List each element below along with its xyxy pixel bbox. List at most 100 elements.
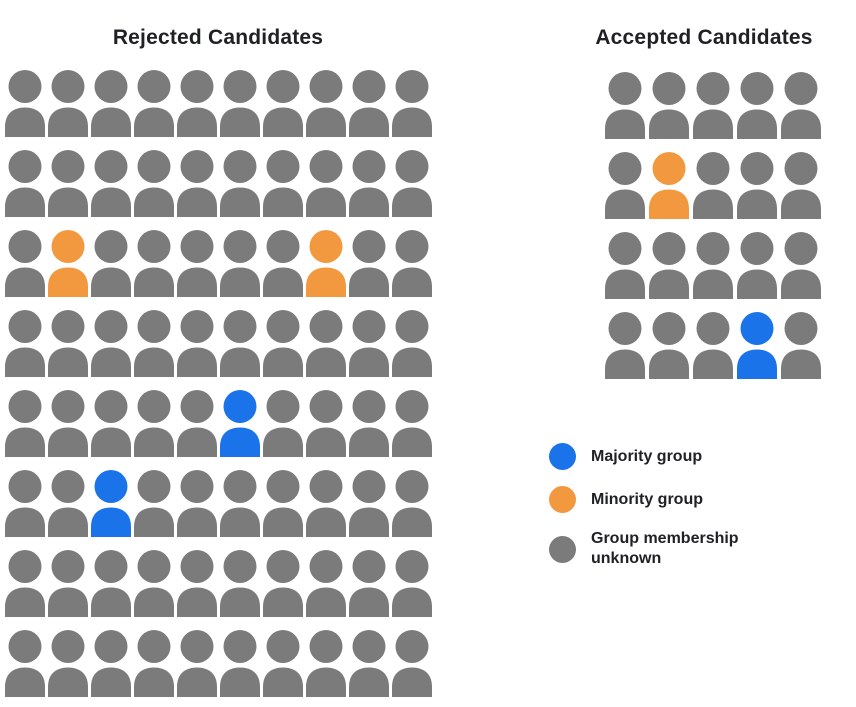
person-icon-unknown (392, 630, 432, 697)
person-icon-unknown (306, 70, 346, 137)
person-icon-unknown (177, 550, 217, 617)
person-icon-unknown (5, 230, 45, 297)
person-icon-unknown (5, 70, 45, 137)
person-icon-unknown (605, 232, 645, 299)
person-icon-unknown (649, 232, 689, 299)
person-icon-unknown (134, 550, 174, 617)
person-icon-unknown (605, 152, 645, 219)
person-icon-unknown (48, 470, 88, 537)
person-icon-unknown (220, 310, 260, 377)
person-icon-unknown (605, 72, 645, 139)
person-icon-unknown (392, 470, 432, 537)
person-icon-unknown (649, 72, 689, 139)
person-icon-unknown (263, 70, 303, 137)
person-icon-unknown (48, 630, 88, 697)
person-icon-unknown (48, 150, 88, 217)
person-icon-unknown (781, 312, 821, 379)
legend-label-unknown: Group membership unknown (591, 530, 739, 567)
person-icon-unknown (605, 312, 645, 379)
person-icon-unknown (220, 230, 260, 297)
person-icon-unknown (263, 550, 303, 617)
person-icon-unknown (48, 390, 88, 457)
person-icon-majority (91, 470, 131, 537)
person-icon-unknown (177, 150, 217, 217)
person-icon-unknown (263, 310, 303, 377)
person-icon-unknown (177, 390, 217, 457)
person-icon-unknown (781, 72, 821, 139)
person-icon-unknown (349, 70, 389, 137)
person-icon-unknown (5, 550, 45, 617)
legend-item-unknown: Group membership unknown (549, 529, 781, 569)
person-icon-unknown (306, 550, 346, 617)
person-icon-unknown (220, 630, 260, 697)
person-icon-unknown (48, 70, 88, 137)
person-icon-unknown (220, 150, 260, 217)
person-icon-unknown (263, 230, 303, 297)
person-icon-unknown (263, 630, 303, 697)
person-icon-unknown (134, 230, 174, 297)
person-icon-unknown (392, 310, 432, 377)
person-icon-unknown (91, 390, 131, 457)
legend-item-minority: Minority group (549, 486, 781, 513)
legend-label-majority: Majority group (591, 447, 703, 465)
person-icon-unknown (91, 230, 131, 297)
person-icon-minority (48, 230, 88, 297)
person-icon-unknown (220, 550, 260, 617)
person-icon-unknown (263, 390, 303, 457)
person-icon-unknown (5, 470, 45, 537)
person-icon-unknown (392, 390, 432, 457)
person-icon-unknown (177, 70, 217, 137)
person-icon-unknown (134, 630, 174, 697)
person-icon-unknown (392, 70, 432, 137)
person-icon-unknown (392, 550, 432, 617)
person-icon-unknown (5, 150, 45, 217)
person-icon-minority (306, 230, 346, 297)
person-icon-unknown (5, 390, 45, 457)
person-icon-minority (649, 152, 689, 219)
person-icon-unknown (177, 230, 217, 297)
person-icon-unknown (737, 72, 777, 139)
person-icon-unknown (306, 630, 346, 697)
person-icon-unknown (177, 630, 217, 697)
person-icon-unknown (263, 150, 303, 217)
person-icon-unknown (91, 150, 131, 217)
person-icon-unknown (48, 310, 88, 377)
person-icon-unknown (392, 230, 432, 297)
person-icon-unknown (693, 232, 733, 299)
person-icon-unknown (306, 150, 346, 217)
person-icon-unknown (349, 150, 389, 217)
person-icon-unknown (781, 152, 821, 219)
person-icon-unknown (134, 390, 174, 457)
accepted-candidates-grid (605, 72, 821, 379)
person-icon-unknown (306, 390, 346, 457)
person-icon-unknown (349, 630, 389, 697)
legend-minority-dot-icon (549, 486, 576, 513)
person-icon-unknown (177, 470, 217, 537)
person-icon-unknown (134, 470, 174, 537)
person-icon-unknown (306, 470, 346, 537)
person-icon-unknown (5, 630, 45, 697)
person-icon-unknown (737, 152, 777, 219)
legend-label-minority: Minority group (591, 490, 703, 508)
person-icon-unknown (781, 232, 821, 299)
person-icon-unknown (91, 630, 131, 697)
person-icon-unknown (349, 390, 389, 457)
person-icon-unknown (134, 310, 174, 377)
person-icon-unknown (737, 232, 777, 299)
person-icon-unknown (349, 470, 389, 537)
person-icon-unknown (220, 70, 260, 137)
person-icon-unknown (91, 70, 131, 137)
accepted-candidates-title: Accepted Candidates (595, 26, 813, 49)
person-icon-unknown (349, 550, 389, 617)
rejected-candidates-title: Rejected Candidates (112, 26, 324, 49)
person-icon-unknown (693, 72, 733, 139)
person-icon-unknown (349, 230, 389, 297)
person-icon-unknown (693, 312, 733, 379)
person-icon-majority (220, 390, 260, 457)
person-icon-unknown (349, 310, 389, 377)
legend: Majority group Minority group Group member… (549, 443, 781, 569)
person-icon-unknown (48, 550, 88, 617)
legend-item-majority: Majority group (549, 443, 781, 470)
legend-unknown-dot-icon (549, 535, 576, 563)
